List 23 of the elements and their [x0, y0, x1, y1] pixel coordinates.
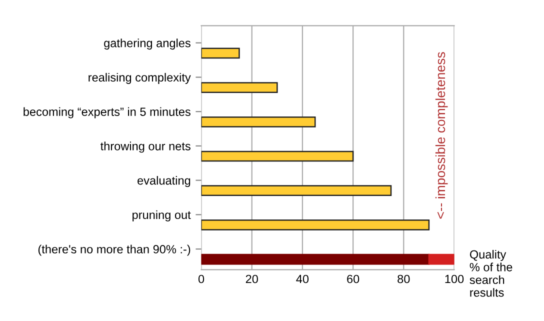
y-tick-label: realising complexity: [88, 72, 191, 84]
x-tick-label: 100: [445, 274, 464, 284]
bar: [201, 254, 430, 265]
annotation: <-- impossible completeness: [435, 52, 448, 219]
y-tick-label: evaluating: [138, 176, 190, 188]
bar: [201, 150, 354, 162]
x-axis-title: Quality % of the search results: [470, 250, 512, 297]
bar: [201, 116, 316, 128]
x-tick-label: 80: [398, 274, 410, 284]
x-tick-label: 0: [198, 274, 204, 284]
x-tick-label: 20: [246, 274, 258, 284]
x-tick-label: 40: [296, 274, 309, 284]
y-tick-label: (there's no more than 90% :-): [38, 244, 190, 256]
bar: [201, 48, 240, 59]
y-tick-label: pruning out: [132, 210, 191, 222]
bar: [201, 82, 278, 93]
y-tick-label: throwing our nets: [100, 142, 190, 153]
y-tick-label: gathering angles: [104, 38, 190, 50]
bar: [201, 220, 430, 230]
x-tick-label: 60: [347, 274, 360, 284]
bar: [428, 254, 454, 265]
y-tick-label: becoming “experts” in 5 minutes: [24, 107, 190, 118]
bar: [201, 185, 392, 196]
